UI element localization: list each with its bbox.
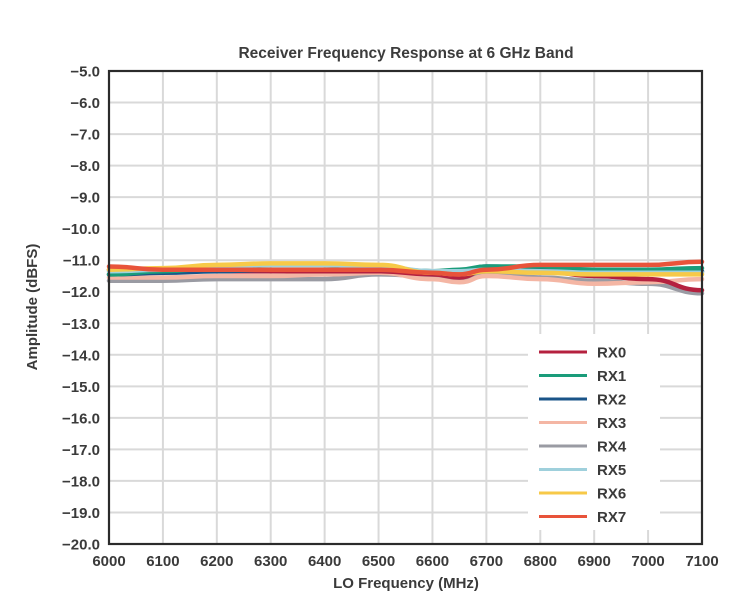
x-tick-label: 6400 — [308, 553, 341, 570]
legend-background — [528, 334, 660, 530]
y-tick-label: −19.0 — [62, 505, 100, 522]
x-tick-label: 6900 — [577, 553, 610, 570]
y-tick-label: −12.0 — [62, 284, 100, 301]
legend-label-rx5: RX5 — [597, 462, 626, 479]
y-tick-label: −20.0 — [62, 537, 100, 554]
y-tick-label: −6.0 — [70, 95, 100, 112]
x-tick-label: 6500 — [362, 553, 395, 570]
y-axis-ticks: −5.0 −6.0 −7.0 −8.0 −9.0 −10.0 −11.0 −12.0 −13.0… — [62, 64, 100, 554]
series-lines — [106, 259, 705, 296]
y-axis-label: Amplitude (dBFS) — [24, 244, 41, 371]
x-axis-label: LO Frequency (MHz) — [333, 575, 479, 592]
y-tick-label: −18.0 — [62, 473, 100, 490]
y-tick-label: −11.0 — [63, 253, 100, 270]
legend-label-rx1: RX1 — [597, 368, 626, 385]
legend-label-rx2: RX2 — [597, 392, 626, 409]
y-tick-label: −10.0 — [62, 221, 100, 238]
y-tick-label: −13.0 — [62, 316, 100, 333]
x-tick-label: 6200 — [200, 553, 233, 570]
x-tick-label: 6000 — [92, 553, 125, 570]
series-line-rx3 — [106, 270, 705, 287]
y-tick-label: −15.0 — [62, 379, 100, 396]
x-tick-label: 6100 — [146, 553, 179, 570]
legend-label-rx7: RX7 — [597, 509, 626, 526]
chart-title: Receiver Frequency Response at 6 GHz Ban… — [238, 45, 573, 62]
x-tick-label: 6800 — [524, 553, 557, 570]
y-tick-label: −16.0 — [62, 410, 100, 427]
y-tick-label: −17.0 — [62, 442, 100, 459]
x-tick-label: 6700 — [470, 553, 503, 570]
x-tick-label: 7000 — [631, 553, 664, 570]
y-tick-label: −7.0 — [70, 127, 100, 144]
y-tick-label: −9.0 — [70, 190, 100, 207]
y-tick-label: −14.0 — [62, 347, 100, 364]
y-tick-label: −5.0 — [70, 64, 100, 81]
x-tick-label: 7100 — [685, 553, 718, 570]
legend-label-rx3: RX3 — [597, 415, 626, 432]
x-axis-ticks: 6000 6100 6200 6300 6400 6500 6600 6700 6800 6900… — [92, 553, 718, 570]
y-tick-label: −8.0 — [70, 158, 100, 175]
legend-label-rx0: RX0 — [597, 345, 626, 362]
legend-label-rx4: RX4 — [597, 439, 627, 456]
x-tick-label: 6600 — [416, 553, 449, 570]
legend-label-rx6: RX6 — [597, 486, 626, 503]
series-line-rx7 — [106, 259, 705, 277]
x-tick-label: 6300 — [254, 553, 287, 570]
legend: RX0 RX1 RX2 RX3 RX4 RX5 RX6 RX7 — [528, 334, 660, 530]
plot-frame — [107, 69, 704, 546]
